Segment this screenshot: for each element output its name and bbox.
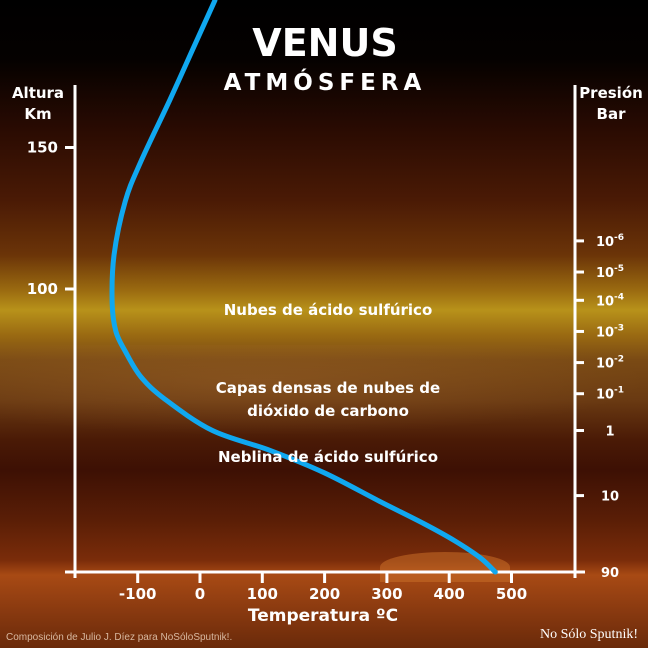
- y2-axis-label-1: Presión: [579, 84, 643, 102]
- y2-axis-label-2: Bar: [597, 105, 627, 123]
- pressure-tick-label: 10: [601, 490, 619, 505]
- cloud-haze: [0, 345, 648, 435]
- logo: No Sólo Sputnik!: [539, 627, 638, 642]
- annotation-2: dióxido de carbono: [247, 402, 409, 420]
- pressure-tick-label: 10-5: [596, 264, 624, 281]
- pressure-tick-label: 10-4: [596, 292, 624, 309]
- pressure-tick-label: 10-3: [596, 323, 624, 340]
- annotation-1: Capas densas de nubes de: [216, 379, 440, 397]
- x-tick-label: 400: [434, 585, 465, 603]
- y-tick-label: 100: [27, 280, 58, 298]
- x-tick-label: 500: [496, 585, 527, 603]
- x-axis-label: Temperatura ºC: [248, 606, 398, 626]
- x-tick-label: 0: [195, 585, 205, 603]
- chart-subtitle: ATMÓSFERA: [224, 68, 427, 96]
- annotation-0: Nubes de ácido sulfúrico: [224, 301, 433, 319]
- credit-text: Composición de Julio J. Díez para NoSólo…: [6, 632, 233, 643]
- pressure-tick-label: 1: [605, 425, 614, 440]
- x-tick-label: -100: [119, 585, 157, 603]
- annotation-3: Neblina de ácido sulfúrico: [218, 448, 438, 466]
- y-axis-label-1: Altura: [12, 84, 64, 102]
- y-axis-label-2: Km: [24, 105, 51, 123]
- chart-title: VENUS: [252, 21, 397, 65]
- x-tick-label: 100: [247, 585, 278, 603]
- y-tick-label: 150: [27, 139, 58, 157]
- pressure-tick-label: 10-1: [596, 386, 624, 403]
- pressure-tick-label: 90: [601, 566, 619, 581]
- x-tick-label: 300: [371, 585, 402, 603]
- x-tick-label: 200: [309, 585, 340, 603]
- temperature-curve: [109, 0, 498, 575]
- pressure-tick-label: 10-6: [596, 233, 624, 250]
- pressure-tick-label: 10-2: [596, 355, 624, 372]
